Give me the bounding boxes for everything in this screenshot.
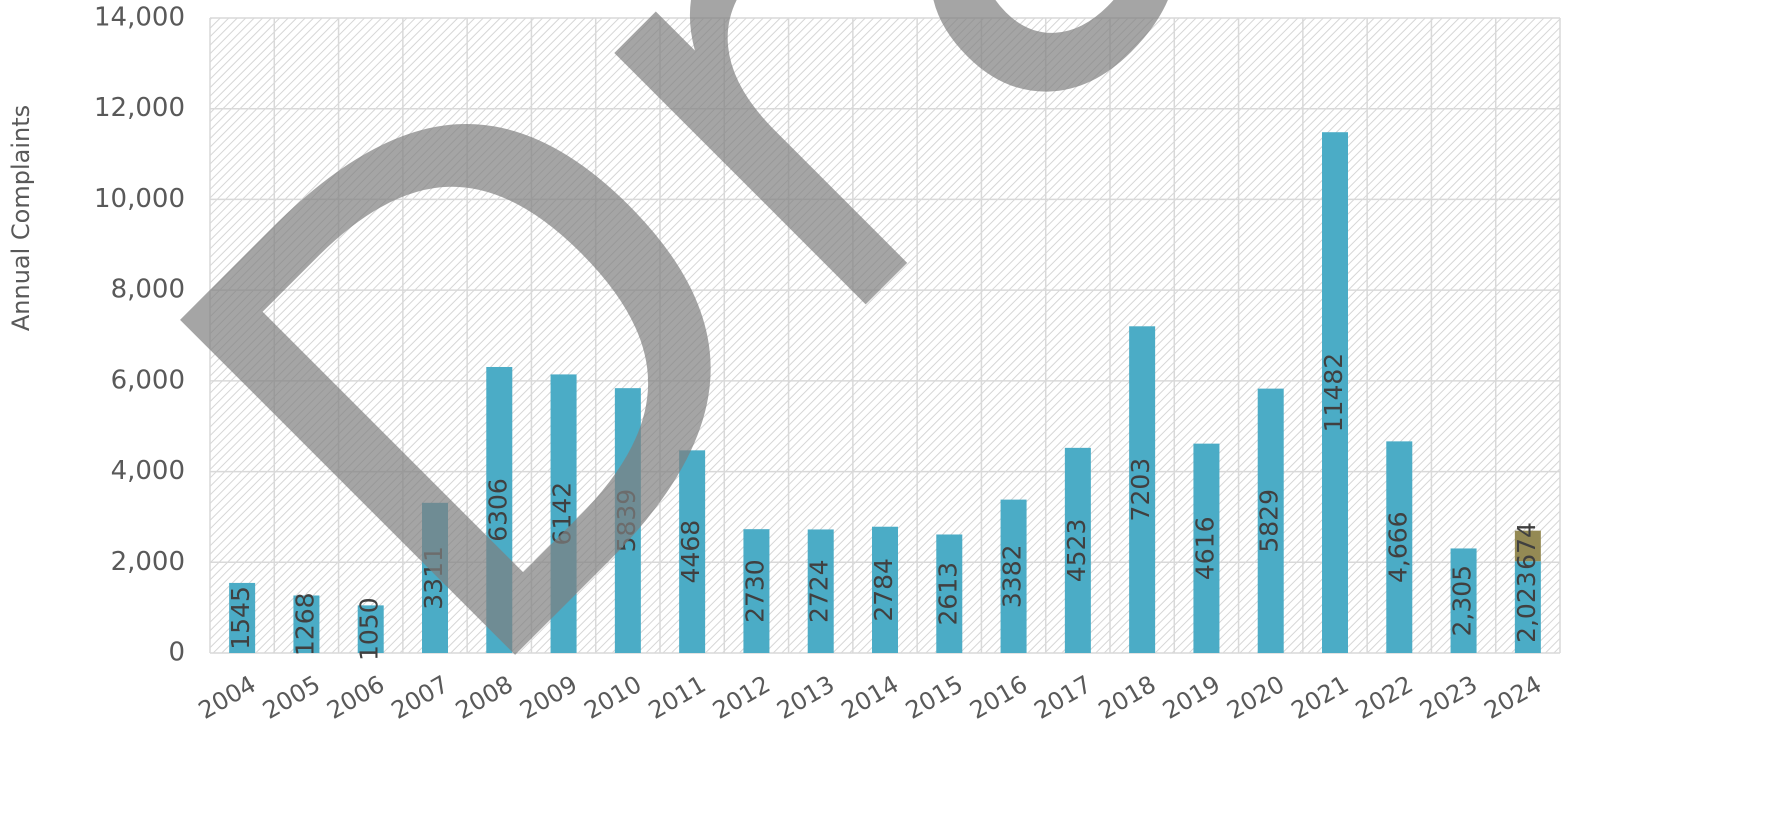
data-label: 2,023 bbox=[1512, 571, 1541, 643]
data-label: 4,666 bbox=[1383, 511, 1412, 583]
x-tick-label: 2024 bbox=[1479, 670, 1546, 725]
bar bbox=[229, 582, 256, 653]
data-label: 1050 bbox=[355, 597, 384, 661]
bar bbox=[872, 526, 898, 653]
data-label: 2724 bbox=[805, 559, 834, 623]
bar bbox=[486, 366, 513, 653]
data-label: 2,305 bbox=[1448, 565, 1477, 637]
data-label: 2730 bbox=[740, 559, 769, 623]
data-label: 3382 bbox=[998, 544, 1027, 608]
bar bbox=[1064, 447, 1091, 653]
data-label: 5839 bbox=[612, 489, 641, 553]
x-tick-label: 2004 bbox=[194, 670, 261, 725]
bar bbox=[357, 605, 384, 653]
data-label: 3311 bbox=[419, 546, 448, 610]
x-tick-label: 2023 bbox=[1415, 670, 1482, 725]
bar bbox=[1193, 443, 1220, 653]
x-tick-label: 2013 bbox=[772, 670, 839, 725]
x-tick-label: 2019 bbox=[1158, 670, 1225, 725]
bar bbox=[1514, 561, 1541, 653]
data-label: 4523 bbox=[1062, 519, 1091, 583]
x-tick-label: 2020 bbox=[1222, 670, 1289, 725]
data-label: 2784 bbox=[869, 558, 898, 622]
bar bbox=[614, 388, 641, 653]
y-tick-label: 10,000 bbox=[94, 184, 185, 214]
y-tick-label: 14,000 bbox=[94, 3, 185, 33]
x-tick-label: 2018 bbox=[1094, 670, 1161, 725]
bar bbox=[679, 450, 706, 653]
x-tick-label: 2016 bbox=[965, 670, 1032, 725]
data-label: 6142 bbox=[548, 482, 577, 546]
data-label: 4616 bbox=[1190, 517, 1219, 581]
x-tick-label: 2014 bbox=[837, 670, 904, 725]
bar bbox=[1257, 388, 1284, 653]
y-axis-title: Annual Complaints bbox=[7, 105, 35, 331]
bar bbox=[293, 595, 320, 653]
data-label: 2613 bbox=[933, 562, 962, 626]
x-tick-label: 2007 bbox=[387, 670, 454, 725]
y-tick-label: 6,000 bbox=[111, 365, 185, 395]
x-tick-label: 2021 bbox=[1287, 670, 1354, 725]
bar bbox=[422, 502, 448, 653]
y-tick-label: 12,000 bbox=[94, 93, 185, 123]
data-label: 7203 bbox=[1126, 458, 1155, 522]
bar bbox=[1129, 326, 1156, 653]
data-label: 6306 bbox=[483, 478, 512, 542]
data-label: 11482 bbox=[1319, 353, 1348, 433]
y-tick-label: 0 bbox=[168, 638, 185, 668]
data-label: 1268 bbox=[290, 592, 319, 656]
bar bbox=[743, 529, 770, 653]
x-tick-label: 2015 bbox=[901, 670, 968, 725]
bar bbox=[1386, 441, 1413, 653]
bar bbox=[936, 534, 963, 653]
x-tick-label: 2012 bbox=[708, 670, 775, 725]
bar bbox=[1450, 548, 1477, 653]
data-label: 1545 bbox=[226, 586, 255, 650]
data-label: 5829 bbox=[1255, 489, 1284, 553]
bar bbox=[1514, 530, 1541, 562]
x-tick-label: 2017 bbox=[1029, 670, 1096, 725]
y-tick-label: 2,000 bbox=[111, 547, 185, 577]
bar bbox=[550, 374, 577, 653]
y-tick-label: 4,000 bbox=[111, 456, 185, 486]
x-tick-label: 2006 bbox=[322, 670, 389, 725]
bar bbox=[1322, 132, 1348, 653]
bar bbox=[1000, 499, 1027, 653]
data-label: 674 bbox=[1512, 522, 1541, 570]
x-tick-label: 2005 bbox=[258, 670, 325, 725]
x-tick-label: 2022 bbox=[1351, 670, 1418, 725]
y-tick-label: 8,000 bbox=[111, 275, 185, 305]
bar bbox=[807, 529, 834, 653]
data-label: 4468 bbox=[676, 520, 705, 584]
